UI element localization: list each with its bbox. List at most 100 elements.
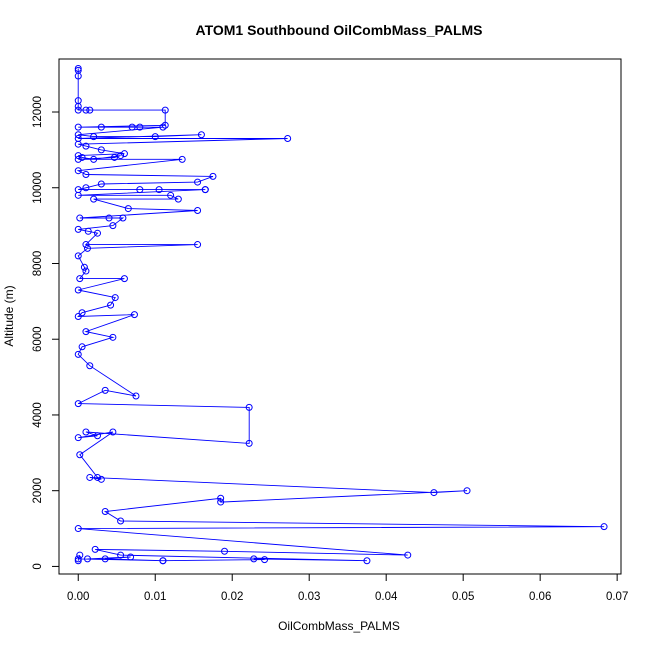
chart-title: ATOM1 Southbound OilCombMass_PALMS	[196, 22, 483, 38]
data-point	[101, 555, 109, 563]
data-point	[90, 155, 98, 163]
data-point	[74, 123, 82, 131]
data-point	[124, 205, 132, 213]
data-point	[600, 523, 608, 531]
data-point	[74, 555, 82, 563]
data-point	[86, 106, 94, 114]
data-point	[463, 487, 471, 495]
data-point	[93, 229, 101, 237]
data-point	[209, 172, 217, 180]
x-tick-label: 0.06	[529, 591, 551, 603]
data-point	[74, 72, 82, 80]
data-point	[111, 294, 119, 302]
y-tick-label: 12000	[32, 96, 44, 128]
data-point	[82, 170, 90, 178]
data-point	[82, 267, 90, 275]
data-point	[155, 186, 163, 194]
data-point	[136, 186, 144, 194]
data-point	[74, 400, 82, 408]
x-tick-label: 0.00	[67, 591, 89, 603]
data-point	[363, 557, 371, 565]
data-point	[120, 150, 128, 158]
data-point	[93, 432, 101, 440]
data-point	[178, 155, 186, 163]
data-point	[109, 222, 117, 230]
data-point	[74, 225, 82, 233]
data-point	[161, 106, 169, 114]
data-point	[250, 555, 258, 563]
x-axis: 0.00 0.01 0.02 0.03 0.04 0.05 0.06 0.07	[67, 573, 628, 603]
data-point	[119, 214, 127, 222]
data-point	[74, 313, 82, 320]
data-point	[174, 195, 182, 203]
data-point	[76, 275, 84, 283]
data-point	[74, 155, 82, 163]
data-point	[151, 133, 159, 141]
data-point	[74, 140, 82, 148]
x-tick-label: 0.02	[221, 591, 243, 603]
data-point	[78, 153, 86, 161]
data-point	[74, 106, 82, 114]
data-point	[430, 489, 438, 497]
data-point	[120, 275, 128, 283]
data-point	[221, 547, 229, 555]
data-point	[117, 551, 125, 559]
data-point	[117, 517, 125, 525]
data-point	[109, 333, 117, 341]
data-point	[74, 557, 82, 565]
y-tick-label: 6000	[32, 326, 44, 352]
data-point	[404, 551, 412, 559]
data-point	[109, 428, 117, 436]
data-point	[167, 191, 175, 199]
data-point	[82, 428, 90, 436]
y-tick-label: 0	[32, 563, 44, 569]
data-point	[159, 123, 167, 131]
data-point	[74, 64, 82, 72]
data-point	[86, 473, 94, 481]
x-tick-label: 0.05	[452, 591, 474, 603]
data-point	[130, 311, 138, 319]
data-point	[194, 241, 202, 249]
data-point	[91, 545, 99, 553]
x-axis-label: OilCombMass_PALMS	[278, 619, 400, 633]
data-point	[74, 525, 82, 533]
y-tick-label: 10000	[32, 172, 44, 204]
data-point	[97, 123, 105, 131]
series-points	[74, 64, 608, 565]
data-point	[82, 142, 90, 150]
x-tick-label: 0.04	[375, 591, 398, 603]
data-point	[78, 309, 86, 317]
data-point	[201, 186, 209, 194]
data-point	[82, 241, 90, 249]
data-point	[84, 227, 92, 235]
series-polyline	[76, 68, 605, 562]
data-point	[83, 244, 91, 252]
y-tick-label: 4000	[32, 402, 44, 428]
data-point	[82, 106, 90, 114]
data-point	[74, 152, 82, 160]
x-tick-label: 0.01	[144, 591, 166, 603]
data-point	[97, 180, 105, 188]
data-point	[128, 123, 136, 131]
data-point	[194, 178, 202, 186]
data-point	[117, 152, 125, 160]
data-point	[97, 146, 105, 154]
x-tick-label: 0.03	[298, 591, 320, 603]
data-point	[261, 556, 269, 564]
data-point	[110, 153, 118, 161]
data-point	[78, 343, 86, 351]
data-point	[76, 451, 84, 459]
data-point	[86, 362, 94, 370]
data-point	[74, 434, 82, 442]
data-point	[101, 508, 109, 516]
data-point	[197, 131, 205, 139]
data-point	[76, 551, 84, 559]
data-point	[82, 328, 90, 336]
data-point	[245, 439, 253, 447]
y-tick-label: 2000	[32, 478, 44, 504]
data-point	[132, 392, 140, 400]
data-point	[217, 494, 225, 502]
data-point	[74, 191, 82, 199]
y-axis-label: Altitude (m)	[2, 285, 16, 346]
